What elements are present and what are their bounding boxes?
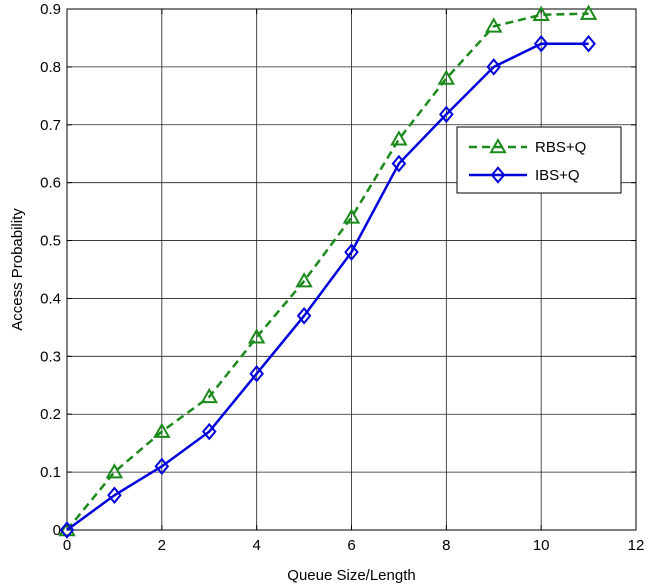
data-point [344, 243, 359, 261]
data-point [58, 520, 76, 537]
data-point [296, 307, 312, 325]
y-tick-label: 0.2 [40, 406, 61, 423]
data-point [390, 130, 408, 146]
legend-box [456, 126, 622, 194]
axis-ticks: 0 2 4 6 8 10 12 0 0.1 0.2 0.3 0.4 0.5 0.6 0.7 0.8 0.9 [40, 1, 644, 554]
data-point [154, 457, 170, 476]
data-point [105, 463, 124, 479]
y-tick-label: 0.6 [40, 175, 61, 192]
data-point [201, 422, 217, 441]
x-tick-label: 6 [347, 537, 355, 554]
legend-label: IBS+Q [535, 167, 580, 184]
data-point [533, 34, 549, 53]
data-point [295, 272, 313, 288]
y-tick-label: 0.8 [40, 59, 61, 76]
y-tick-label: 0 [53, 522, 61, 539]
data-point [485, 17, 503, 33]
data-point [391, 154, 407, 173]
x-tick-label: 2 [158, 537, 166, 554]
data-point [107, 486, 122, 505]
data-point [249, 364, 264, 383]
x-axis-label: Queue Size/Length [287, 567, 415, 584]
series-line [66, 42, 589, 532]
series-layer [58, 4, 598, 539]
data-point [200, 387, 218, 404]
x-tick-label: 12 [628, 537, 645, 554]
legend-marker [489, 137, 507, 154]
data-point [439, 105, 454, 124]
legend-label: RBS+Q [535, 139, 586, 156]
data-point [247, 328, 266, 344]
y-tick-label: 0.9 [40, 1, 61, 18]
series-rbs-q [58, 4, 598, 537]
y-axis-label: Access Probability [9, 208, 26, 331]
y-tick-label: 0.1 [40, 464, 61, 481]
data-point [153, 422, 171, 438]
legend: RBS+Q IBS+Q [456, 126, 622, 194]
y-tick-label: 0.5 [40, 233, 61, 250]
y-tick-label: 0.3 [40, 348, 61, 365]
x-tick-label: 10 [533, 537, 550, 554]
data-point [486, 58, 502, 76]
x-tick-label: 8 [442, 537, 450, 554]
y-tick-label: 0.4 [40, 290, 61, 307]
series-ibs-q [59, 34, 596, 539]
data-point [579, 4, 598, 20]
data-point [437, 69, 456, 85]
data-point [59, 521, 75, 539]
y-tick-label: 0.7 [40, 117, 61, 134]
x-tick-label: 4 [252, 537, 260, 554]
data-point [581, 34, 596, 53]
data-point [532, 5, 550, 22]
data-point [342, 208, 361, 224]
x-tick-label: 0 [63, 537, 71, 554]
series-line [66, 12, 589, 531]
grid [67, 9, 636, 530]
legend-marker [490, 166, 506, 184]
